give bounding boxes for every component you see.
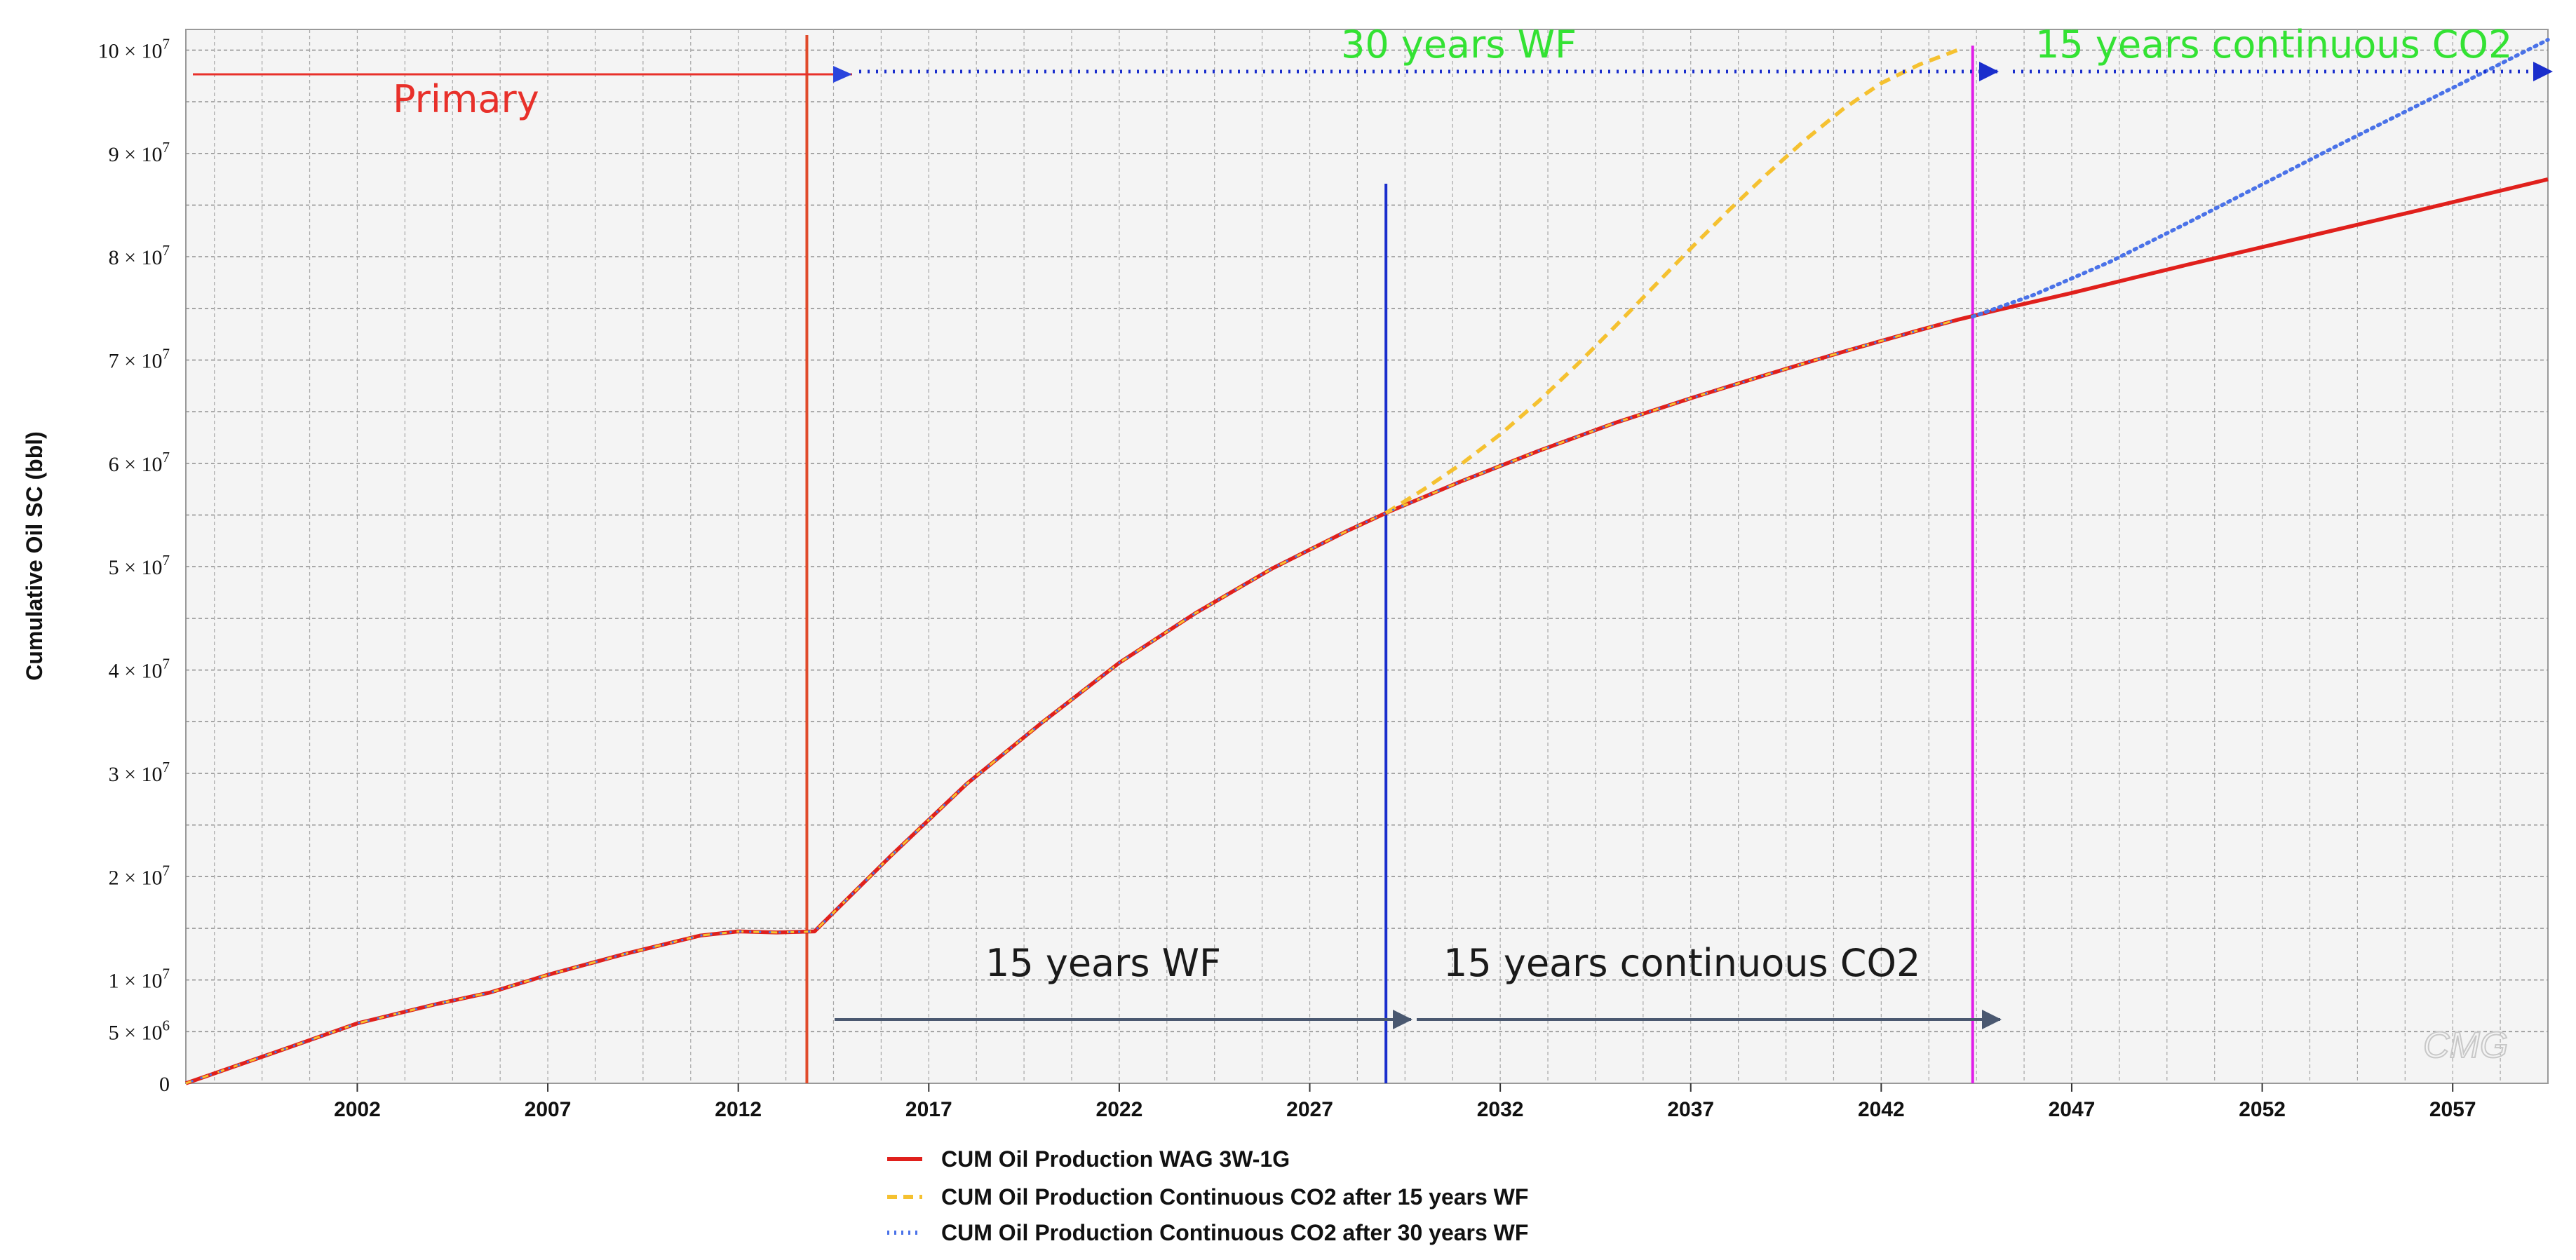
vertical-gridlines (214, 29, 2501, 1083)
primary-arrowhead (833, 66, 852, 83)
x-tick-label: 2052 (2239, 1098, 2286, 1121)
legend: CUM Oil Production WAG 3W-1G CUM Oil Pro… (887, 1146, 1528, 1245)
cmg-watermark: CMG (2423, 1025, 2508, 1066)
annotation-30-years-wf: 30 years WF (1341, 22, 1577, 67)
y-tick-label: 5 × 106 (109, 1017, 170, 1044)
legend-label-co2-15: CUM Oil Production Continuous CO2 after … (941, 1184, 1528, 1210)
y-tick-label: 4 × 107 (109, 656, 170, 683)
y-tick-label: 8 × 107 (109, 242, 170, 269)
y-tick-label: 10 × 107 (98, 35, 170, 62)
annotation-15-years-co2-top: 15 years continuous CO2 (2035, 22, 2512, 67)
y-tick-label: 7 × 107 (109, 346, 170, 373)
y-tick-label: 5 × 107 (109, 552, 170, 579)
x-tick-label: 2002 (334, 1098, 381, 1121)
series-line-2 (1384, 48, 1958, 515)
x-tick-label: 2017 (905, 1098, 952, 1121)
y-tick-label: 9 × 107 (109, 139, 170, 166)
legend-label-co2-30: CUM Oil Production Continuous CO2 after … (941, 1220, 1528, 1245)
series-overlap-yellow (185, 318, 1958, 1085)
x-tick-label: 2032 (1477, 1098, 1524, 1121)
y-tick-label: 2 × 107 (109, 862, 170, 889)
x-tick-label: 2057 (2429, 1098, 2476, 1121)
y-axis-ticks: 0 5 × 106 1 × 107 2 × 107 3 × 107 4 × 107 5 × … (98, 35, 170, 1096)
legend-label-wag: CUM Oil Production WAG 3W-1G (941, 1146, 1290, 1172)
x-axis-ticks: 2002 2007 2012 2017 2022 2027 2032 2037 2042 2047… (334, 1083, 2476, 1121)
y-tick-label: 0 (159, 1073, 170, 1096)
x-tick-label: 2022 (1096, 1098, 1143, 1121)
y-tick-label: 3 × 107 (109, 759, 170, 786)
series-layer (185, 37, 2550, 1085)
y-axis-label: Cumulative Oil SC (bbl) (22, 431, 47, 681)
x-tick-label: 2027 (1286, 1098, 1333, 1121)
x-tick-label: 2007 (525, 1098, 572, 1121)
annotation-15-years-co2-bottom: 15 years continuous CO2 (1443, 941, 1920, 985)
y-tick-label: 1 × 107 (109, 966, 170, 993)
y-tick-label: 6 × 107 (109, 449, 170, 476)
series-line-3 (1970, 37, 2550, 319)
horizontal-gridlines (186, 49, 2548, 1033)
annotation-15-years-wf: 15 years WF (985, 941, 1221, 985)
x-tick-label: 2042 (1858, 1098, 1905, 1121)
x-tick-label: 2047 (2049, 1098, 2096, 1121)
x-tick-label: 2012 (715, 1098, 762, 1121)
annotation-primary: Primary (393, 77, 539, 121)
plot-area (185, 29, 2549, 1084)
x-tick-label: 2037 (1667, 1098, 1714, 1121)
